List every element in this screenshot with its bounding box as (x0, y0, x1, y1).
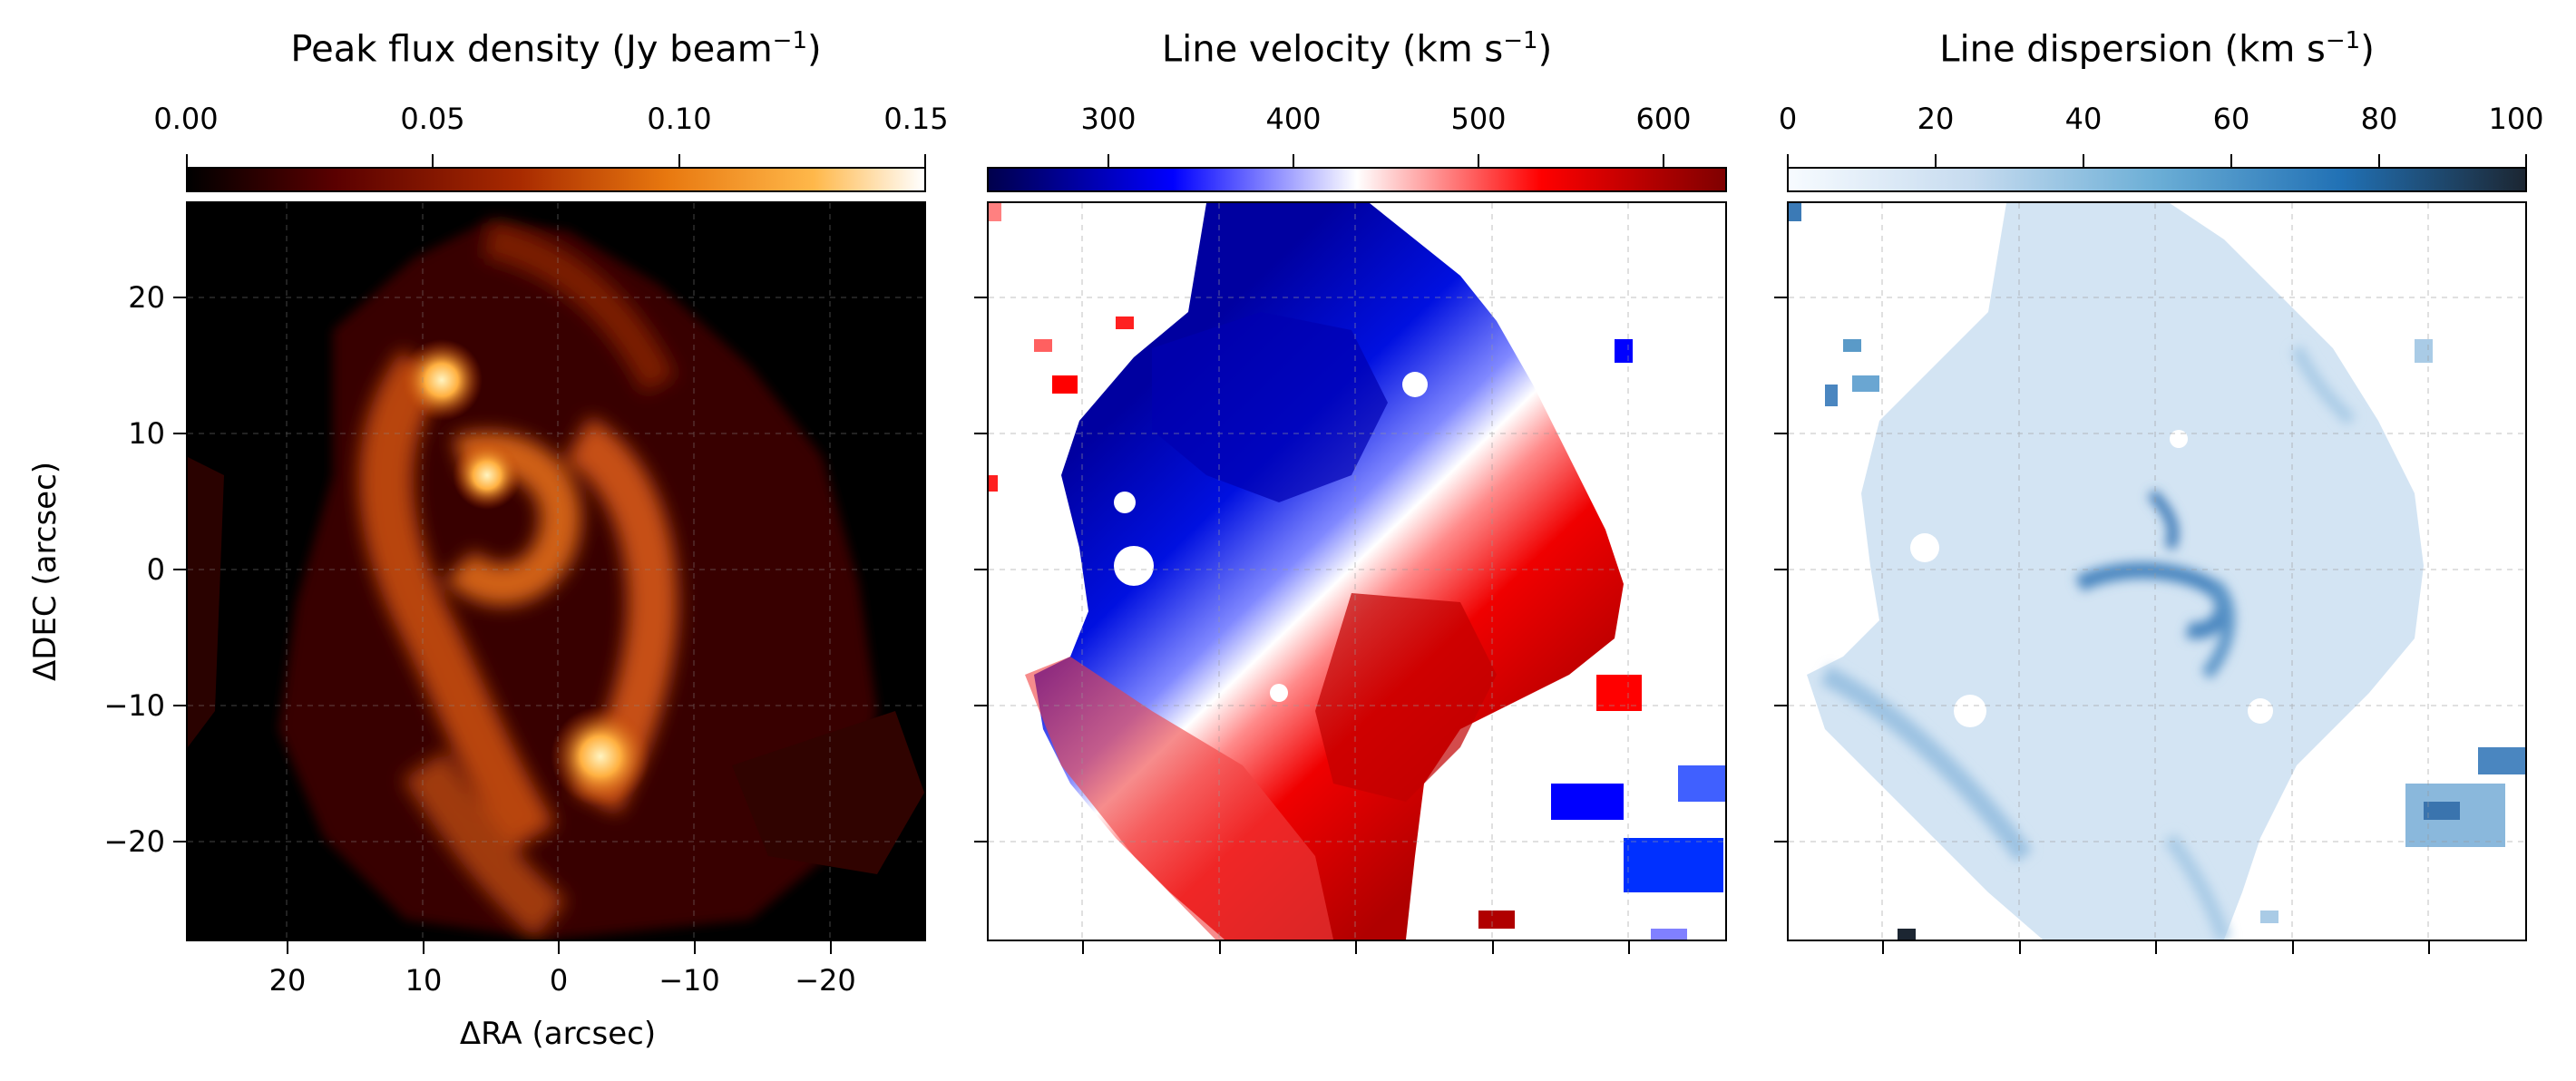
x-tick (1082, 941, 1084, 954)
colorbar-tick (2525, 154, 2527, 167)
x-tick-label: −20 (795, 963, 856, 998)
plot-peak-flux (186, 201, 926, 941)
grid-lines (989, 203, 1725, 940)
colorbar-tick-label: 0.05 (400, 102, 465, 136)
dispersion-structure (1820, 345, 2356, 940)
plot-line-dispersion (1787, 201, 2527, 941)
colorbar-tick (186, 154, 188, 167)
panel-title-peak-flux: Peak flux density (Jy beam−1) (290, 27, 822, 71)
colorbar-line-velocity (987, 167, 1727, 192)
x-tick-label: 10 (405, 963, 443, 998)
y-tick (1774, 569, 1787, 570)
colorbar-tick-label: 20 (1917, 102, 1955, 136)
colorbar-tick (2230, 154, 2232, 167)
colorbar-tick-label: 40 (2064, 102, 2103, 136)
y-tick (173, 297, 186, 298)
colorbar-tick (1787, 154, 1789, 167)
line-dispersion-map (1789, 203, 2525, 940)
x-tick (558, 941, 560, 954)
y-tick (173, 841, 186, 842)
spiral-arm-south (403, 751, 567, 940)
colorbar-tick (1663, 154, 1664, 167)
colorbar-tick (1935, 154, 1937, 167)
dispersion-fragments (1789, 203, 2525, 940)
line-velocity-map (989, 203, 1725, 940)
x-tick (1355, 941, 1357, 954)
x-tick (423, 941, 424, 954)
x-tick (830, 941, 832, 954)
y-tick-label: −10 (103, 688, 165, 723)
y-tick (1774, 705, 1787, 706)
x-tick (2155, 941, 2157, 954)
colorbar-tick-label: 80 (2360, 102, 2398, 136)
x-tick-label: 20 (268, 963, 307, 998)
colorbar-tick (678, 154, 680, 167)
y-tick (1774, 841, 1787, 842)
x-tick-label: 0 (549, 963, 569, 998)
x-tick (1882, 941, 1884, 954)
hotspot-north (401, 339, 483, 421)
plot-line-velocity (987, 201, 1727, 941)
y-tick-label: −20 (103, 824, 165, 859)
x-tick (2019, 941, 2021, 954)
colorbar-tick-label: 500 (1450, 102, 1507, 136)
colorbar-tick-label: 60 (2212, 102, 2250, 136)
grid-lines (188, 203, 924, 940)
panel-title-line-dispersion: Line dispersion (km s−1) (1939, 27, 2375, 71)
x-tick (694, 941, 696, 954)
panel-title-line-velocity: Line velocity (km s−1) (1161, 27, 1553, 71)
velocity-red-core (1315, 593, 1497, 802)
y-tick (1774, 297, 1787, 298)
colorbar-tick-label: 300 (1080, 102, 1137, 136)
velocity-blue-core (1152, 312, 1388, 502)
colorbar-tick (2083, 154, 2084, 167)
y-tick-label: 0 (146, 552, 165, 587)
colorbar-tick-label: 100 (2488, 102, 2544, 136)
colorbar-line-dispersion (1787, 167, 2527, 192)
colorbar-tick-label: 0.00 (153, 102, 219, 136)
y-tick (974, 569, 987, 570)
colorbar-tick (924, 154, 926, 167)
x-tick (1492, 941, 1494, 954)
colorbar-tick-label: 600 (1635, 102, 1692, 136)
colorbar-tick (1293, 154, 1294, 167)
colorbar-tick (1478, 154, 1479, 167)
colorbar-peak-flux (186, 167, 926, 192)
colorbar-tick-label: 400 (1265, 102, 1322, 136)
y-tick-label: 10 (128, 416, 165, 451)
velocity-south-arm (1025, 657, 1333, 940)
x-tick (287, 941, 288, 954)
x-tick (2292, 941, 2294, 954)
y-tick (974, 705, 987, 706)
colorbar-tick-label: 0 (1778, 102, 1798, 136)
colorbar-tick (1107, 154, 1109, 167)
colorbar-tick-label: 0.15 (883, 102, 949, 136)
velocity-fragments (989, 203, 1725, 940)
peak-flux-map (188, 221, 924, 940)
colorbar-tick-label: 0.10 (647, 102, 712, 136)
y-tick (173, 569, 186, 570)
y-tick (974, 297, 987, 298)
x-axis-title: ΔRA (arcsec) (459, 1016, 657, 1052)
y-tick (1774, 433, 1787, 434)
diffuse-emission-south (732, 711, 924, 874)
y-tick-label: 20 (128, 280, 165, 315)
outer-arm (483, 221, 676, 394)
x-tick-label: −10 (659, 963, 720, 998)
x-tick (1628, 941, 1630, 954)
colorbar-tick (432, 154, 434, 167)
y-axis-title: ΔDEC (arcsec) (27, 461, 63, 682)
y-tick (173, 433, 186, 434)
colorbar-tick (2378, 154, 2380, 167)
y-tick (173, 705, 186, 706)
hotspot-south (551, 706, 650, 806)
diffuse-emission-west (188, 457, 224, 747)
spiral-arm-east (358, 350, 556, 852)
grid-lines (1789, 203, 2525, 940)
hotspot-center (453, 441, 522, 510)
x-tick (1219, 941, 1221, 954)
y-tick (974, 841, 987, 842)
x-tick (2428, 941, 2430, 954)
y-tick (974, 433, 987, 434)
